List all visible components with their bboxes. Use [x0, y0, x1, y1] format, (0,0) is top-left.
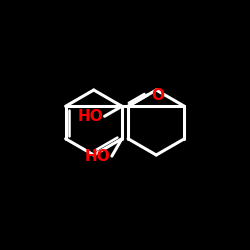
Text: HO: HO — [85, 148, 111, 164]
Text: O: O — [151, 88, 164, 102]
Text: HO: HO — [78, 109, 103, 124]
